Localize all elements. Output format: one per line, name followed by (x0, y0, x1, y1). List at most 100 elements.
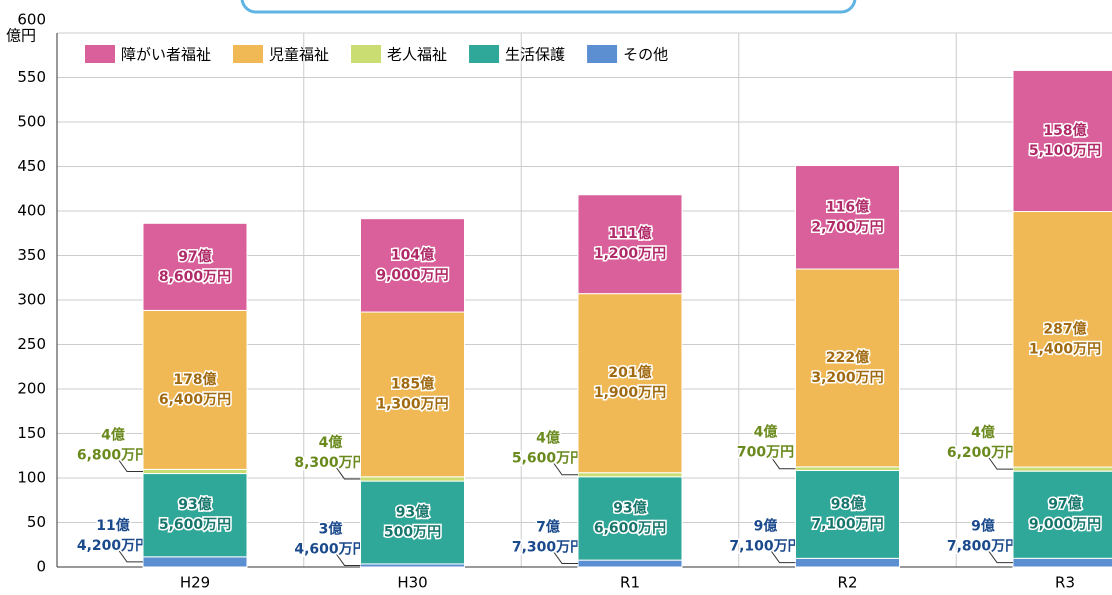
data-label-line: 9億 (754, 518, 778, 535)
data-label-line: 4億 (319, 434, 343, 451)
bar-segment (1013, 211, 1112, 467)
bar-segment (796, 166, 900, 269)
data-label-line: 1,300万円 (376, 396, 448, 412)
bar-segment (143, 310, 247, 469)
data-label: 4億6,200万円 (947, 424, 1019, 469)
bar-segment (1013, 70, 1112, 211)
data-label-line: 98億 (831, 495, 864, 512)
legend-swatch (85, 45, 115, 63)
bar-segment (143, 474, 247, 557)
data-label-line: 4億 (101, 426, 125, 443)
data-label-line: 2,700万円 (811, 219, 883, 235)
x-tick-label: R3 (1055, 574, 1075, 592)
data-label-line: 3,200万円 (811, 370, 883, 386)
y-tick-label: 150 (17, 424, 46, 442)
data-label-line: 97億 (178, 248, 211, 265)
y-tick-label: 100 (17, 469, 46, 487)
bar-segment (361, 312, 465, 477)
bar-segment (578, 473, 682, 477)
bar-segment (361, 481, 465, 564)
y-tick-label: 500 (17, 113, 46, 131)
bar-segment (1013, 471, 1112, 558)
data-label-line: 5,600万円 (159, 517, 231, 533)
data-label-line: 7,300万円 (512, 540, 584, 556)
data-label-line: 93億 (178, 496, 211, 513)
legend-label: 生活保護 (505, 46, 565, 64)
data-label-line: 287億 (1043, 320, 1086, 337)
data-label-line: 9億 (971, 518, 995, 535)
data-label: 9億 7,100万円 (729, 518, 801, 563)
data-label-line: 4億 (536, 430, 560, 447)
legend-label: その他 (623, 46, 668, 64)
bar-segment (143, 469, 247, 473)
legend-swatch (469, 45, 499, 63)
y-tick-label: 250 (17, 335, 46, 353)
data-label: 7億 7,300万円 (512, 519, 584, 564)
data-label-line: 7億 (536, 519, 560, 536)
data-label: 11億 4,200万円 (77, 517, 149, 562)
data-label-line: 93億 (396, 504, 429, 521)
data-label-line: 4,200万円 (77, 538, 149, 554)
y-tick-label: 450 (17, 157, 46, 175)
data-label: 4億 8,300万円 (294, 434, 366, 479)
y-tick-label: 600 (17, 11, 46, 29)
bar-segment (796, 467, 900, 471)
legend-label: 老人福祉 (387, 46, 447, 64)
data-label-line: 5,100万円 (1029, 143, 1101, 159)
data-label-line: 7,800万円 (947, 539, 1019, 555)
data-label-line: 3億 (319, 520, 343, 537)
bar-segment (1013, 467, 1112, 471)
bar-segment (361, 219, 465, 312)
bar-segment (796, 471, 900, 559)
data-label-line: 201億 (608, 364, 651, 381)
data-label-line: 11億 (96, 517, 129, 534)
legend-swatch (233, 45, 263, 63)
chart: 億円 050100150200250300350400450500550600障… (0, 0, 1112, 595)
data-label: 4億 700万円 (737, 424, 796, 469)
y-tick-label: 50 (27, 513, 46, 531)
data-label: 3億 4,600万円 (294, 520, 366, 565)
title-box (242, 0, 855, 12)
legend-label: 児童福祉 (269, 46, 329, 64)
bar-segment (796, 558, 900, 567)
data-label-line: 185億 (391, 375, 434, 392)
data-label-line: 1,400万円 (1029, 341, 1101, 357)
data-label-line: 6,400万円 (159, 392, 231, 408)
legend-label: 障がい者福祉 (121, 46, 211, 64)
bar-segment (578, 195, 682, 294)
legend-swatch (351, 45, 381, 63)
bar-segment (578, 477, 682, 560)
data-label-line: 7,100万円 (811, 516, 883, 532)
legend-swatch (587, 45, 617, 63)
data-label-line: 4億 (754, 424, 778, 441)
data-label-line: 178億 (173, 371, 216, 388)
y-tick-label: 300 (17, 291, 46, 309)
data-label-line: 8,300万円 (294, 455, 366, 471)
x-tick-label: R1 (620, 574, 640, 592)
data-label-line: 6,200万円 (947, 445, 1019, 461)
bar-segment (143, 557, 247, 567)
y-unit: 億円 (6, 27, 36, 45)
y-tick-label: 0 (36, 558, 46, 576)
data-label-line: 8,600万円 (159, 269, 231, 285)
data-label-line: 7,100万円 (729, 539, 801, 555)
data-label-line: 5,600万円 (512, 451, 584, 467)
x-tick-label: R2 (838, 574, 858, 592)
data-label-line: 111億 (608, 225, 651, 242)
y-tick-label: 550 (17, 68, 46, 86)
data-label-line: 4,600万円 (294, 541, 366, 557)
bar-segment (361, 477, 465, 481)
data-label: 9億 7,800万円 (947, 518, 1019, 563)
data-label-line: 9,000万円 (376, 267, 448, 283)
data-label-line: 700万円 (737, 445, 794, 461)
bar-segment (578, 560, 682, 567)
data-label-line: 116億 (826, 198, 869, 215)
y-tick-label: 400 (17, 202, 46, 220)
y-tick-label: 200 (17, 380, 46, 398)
data-label-line: 6,800万円 (77, 447, 149, 463)
data-label-line: 222億 (826, 349, 869, 366)
x-tick-label: H29 (180, 574, 210, 592)
x-tick-label: H30 (397, 574, 427, 592)
data-label-line: 104億 (391, 246, 434, 263)
data-label-line: 1,200万円 (594, 246, 666, 262)
